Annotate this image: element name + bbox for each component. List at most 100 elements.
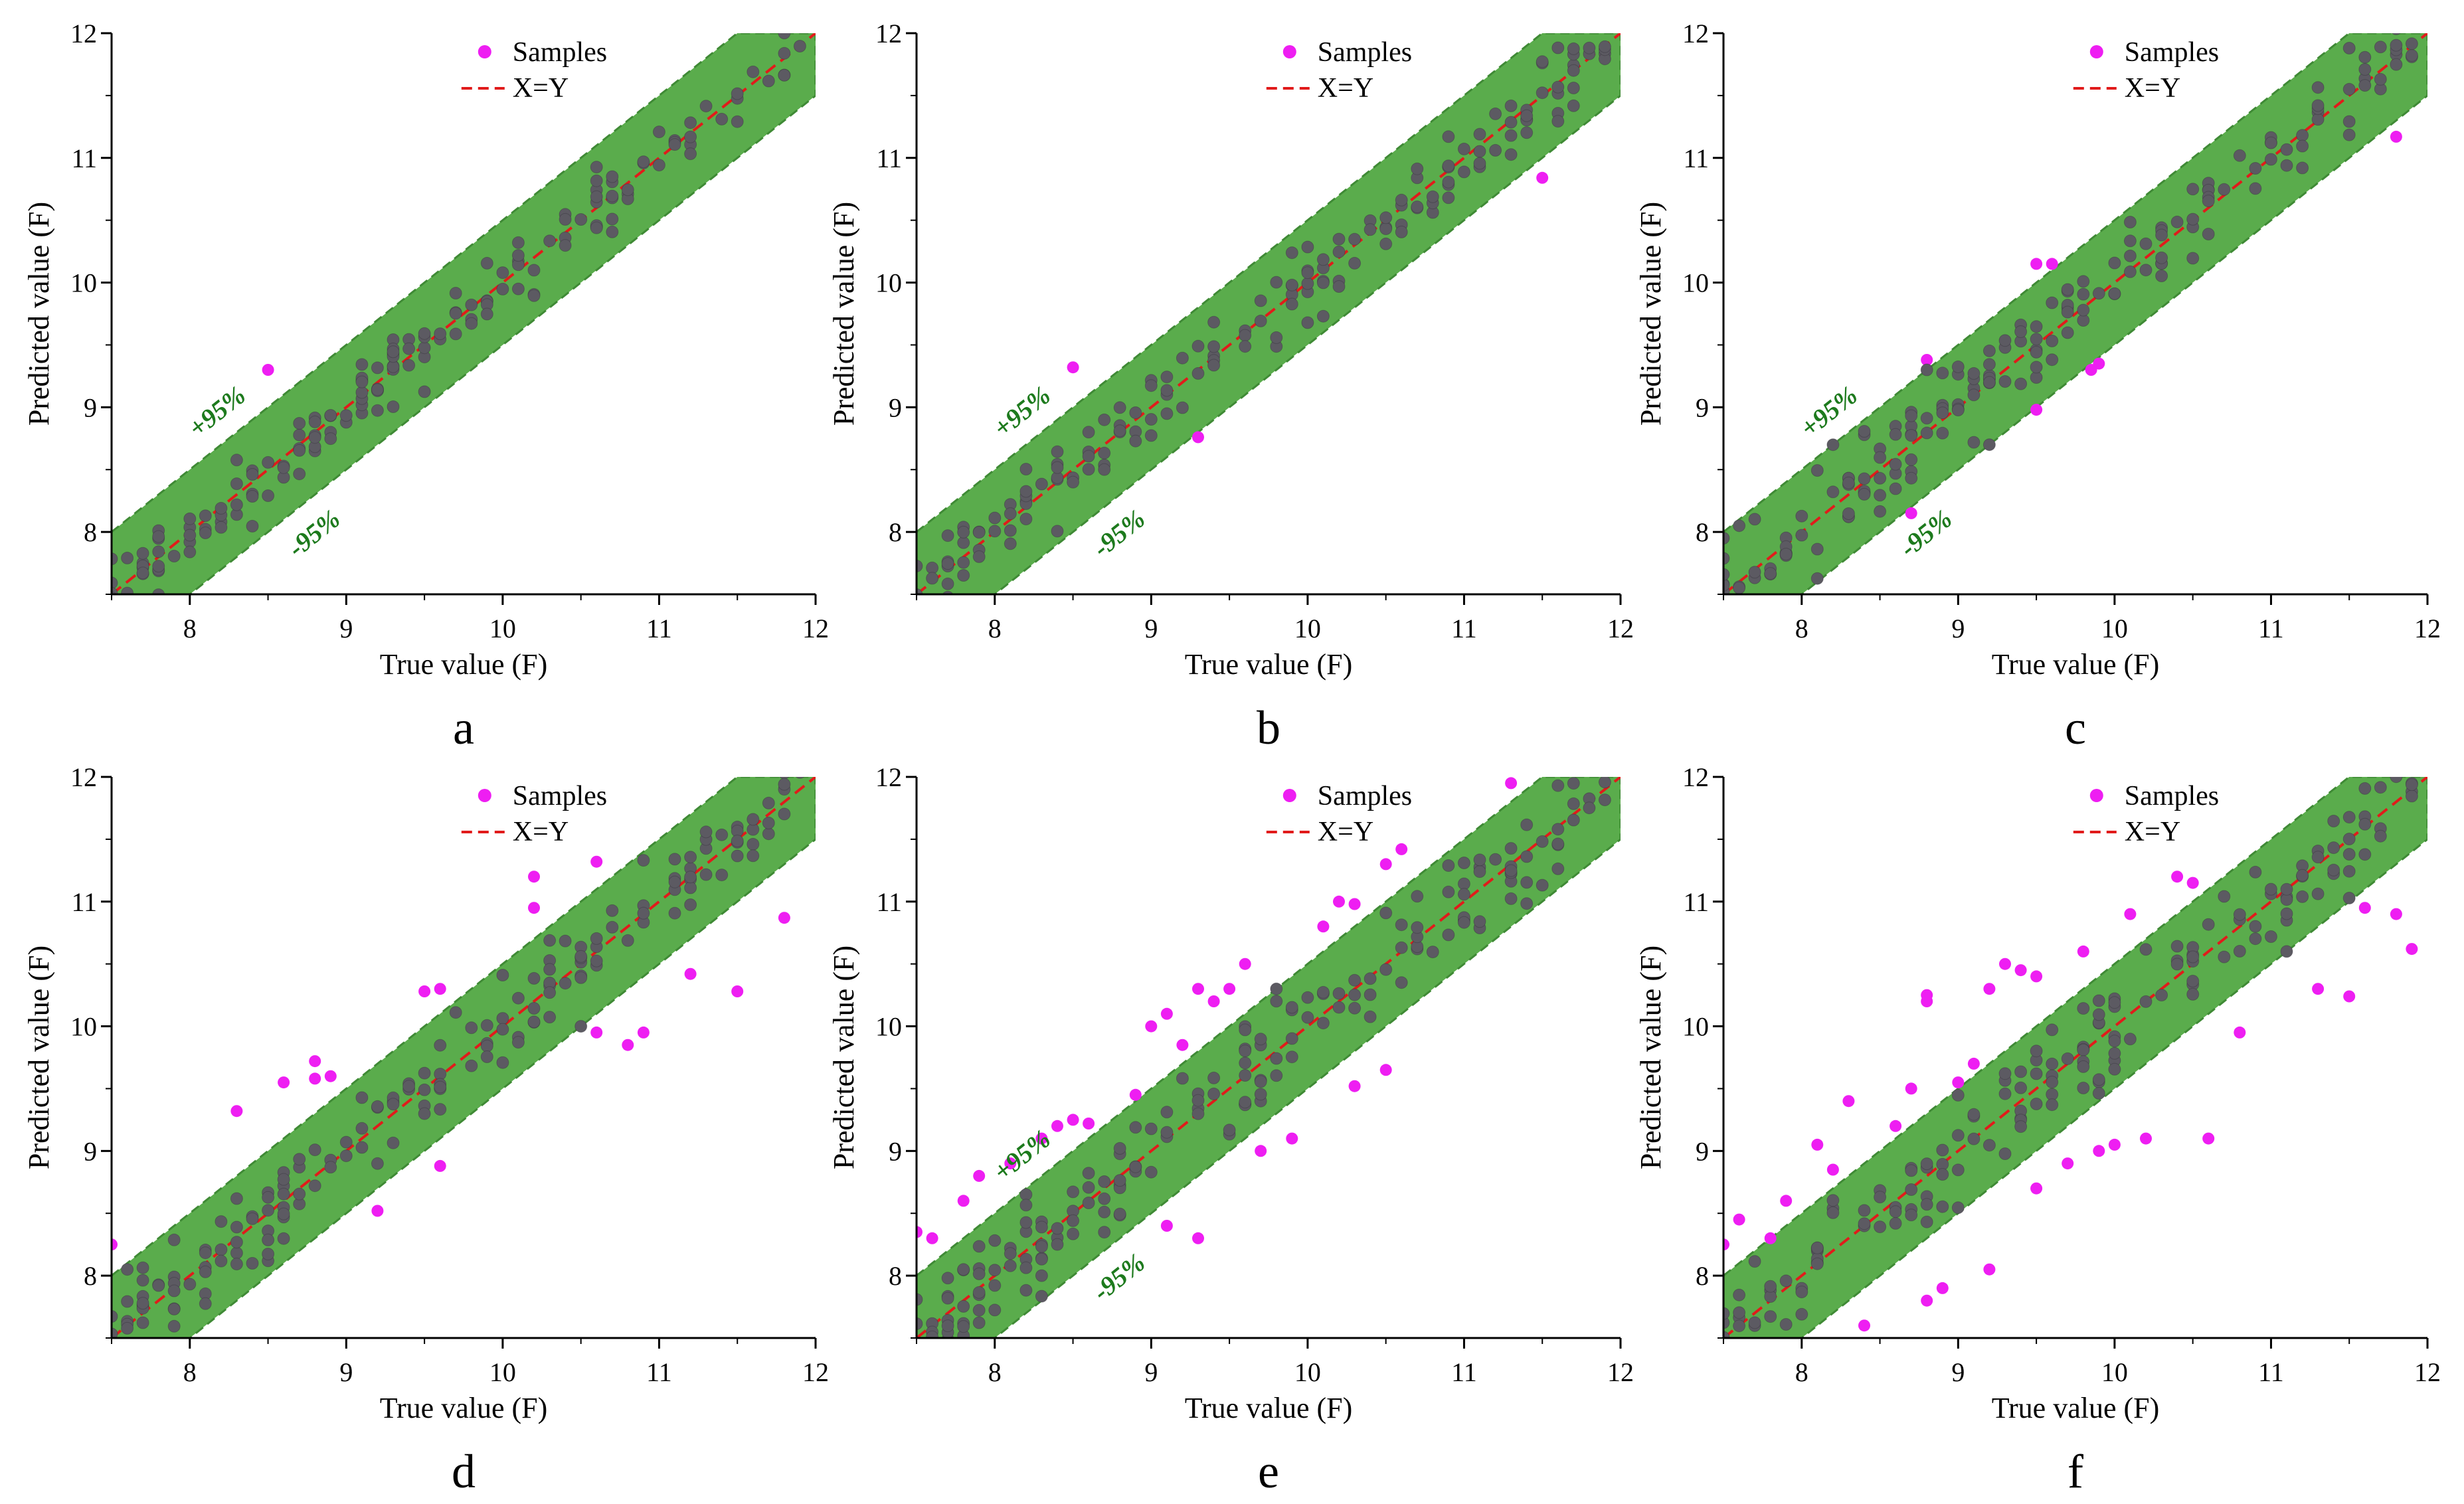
data-point (1967, 1057, 1980, 1070)
data-point (1810, 572, 1824, 585)
data-point (136, 1274, 149, 1287)
data-point (1998, 1087, 2012, 1100)
data-point (511, 249, 525, 262)
data-point (1567, 99, 1580, 112)
data-point (1332, 1001, 1346, 1014)
data-point (2342, 811, 2356, 824)
data-point (1473, 865, 1486, 878)
data-point (1285, 1001, 1298, 1014)
data-point (2108, 1138, 2121, 1151)
data-point (121, 551, 134, 564)
data-point (1316, 1017, 1330, 1030)
data-point (1098, 1205, 1111, 1218)
data-point (511, 991, 525, 1005)
data-point (2030, 1067, 2043, 1080)
data-point (1905, 453, 1918, 466)
data-point (1858, 1217, 1871, 1230)
data-point (1889, 1205, 1902, 1218)
legend-label-line: X=Y (2125, 73, 2180, 104)
data-point (2123, 265, 2137, 278)
data-point (527, 264, 541, 277)
data-point (1301, 316, 1314, 329)
data-point (1019, 1199, 1033, 1212)
data-point (1332, 245, 1346, 258)
data-point (2123, 234, 2137, 248)
data-point (2342, 115, 2356, 128)
data-point (559, 934, 572, 948)
panel-letter: e (1258, 1445, 1279, 1498)
data-point (972, 1316, 986, 1329)
y-tick-label: 11 (876, 143, 902, 173)
data-point (637, 906, 650, 920)
data-point (1129, 1121, 1142, 1134)
xy-line (1723, 33, 2427, 594)
data-point (590, 954, 603, 967)
data-point (246, 490, 259, 503)
data-point (2374, 829, 2387, 843)
legend-label-samples: Samples (2125, 781, 2219, 811)
data-point (2140, 1132, 2152, 1145)
data-point (1286, 1132, 1298, 1145)
data-point (1051, 525, 1064, 538)
data-point (574, 1020, 588, 1033)
data-point (1176, 1039, 1189, 1051)
x-tick-label: 10 (2101, 614, 2128, 643)
x-tick-label: 11 (1451, 614, 1477, 643)
panel-d: 8 9 10 11 12 8 9 10 11 12 True value (F) Predicted … (23, 762, 829, 1498)
data-point (715, 828, 729, 841)
data-point (590, 1026, 603, 1039)
data-point (1810, 543, 1824, 556)
data-point (121, 586, 134, 594)
y-tick-label: 11 (1683, 143, 1709, 173)
data-point (972, 550, 986, 563)
data-point (1905, 429, 1918, 442)
data-point (2030, 404, 2043, 416)
data-point (1004, 1247, 1017, 1260)
data-point (699, 868, 713, 881)
data-point (402, 359, 416, 372)
data-point (1457, 142, 1470, 155)
y-tick-label: 9 (84, 1136, 97, 1166)
data-point (324, 432, 337, 446)
data-point (1285, 1032, 1298, 1045)
data-point (2046, 335, 2059, 347)
data-point (2186, 975, 2200, 987)
data-point (957, 525, 970, 539)
data-point (1536, 171, 1549, 184)
data-point (230, 498, 243, 511)
data-point (199, 1246, 212, 1260)
data-point (465, 317, 478, 330)
panel-letter: d (452, 1445, 476, 1498)
legend-marker-samples (1282, 789, 1296, 802)
data-point (917, 1317, 923, 1330)
data-point (2374, 72, 2387, 86)
data-point (1316, 276, 1330, 290)
x-tick-label: 8 (1795, 1357, 1808, 1387)
data-point (2077, 303, 2090, 317)
data-point (1192, 1232, 1204, 1244)
data-point (465, 1021, 478, 1035)
data-point (434, 1159, 446, 1172)
data-point (2186, 950, 2200, 963)
data-point (1364, 223, 1377, 236)
y-tick-label: 12 (70, 19, 97, 48)
data-point (527, 1002, 541, 1015)
data-point (2108, 1046, 2121, 1060)
data-point (543, 986, 557, 999)
data-point (262, 489, 275, 502)
data-point (2155, 989, 2168, 1002)
data-point (543, 963, 557, 976)
data-point (1144, 1122, 1158, 1135)
data-point (2077, 1002, 2090, 1015)
data-point (1764, 1232, 1777, 1244)
x-tick-label: 11 (1451, 1357, 1477, 1387)
data-point (324, 409, 337, 422)
data-point (559, 239, 572, 252)
data-point (2108, 1062, 2121, 1076)
data-point (1551, 80, 1565, 94)
y-tick-label: 8 (84, 1261, 97, 1291)
data-point (2186, 987, 2200, 1001)
data-point (1082, 426, 1095, 439)
data-point (1779, 1274, 1793, 1288)
data-point (1504, 116, 1518, 129)
